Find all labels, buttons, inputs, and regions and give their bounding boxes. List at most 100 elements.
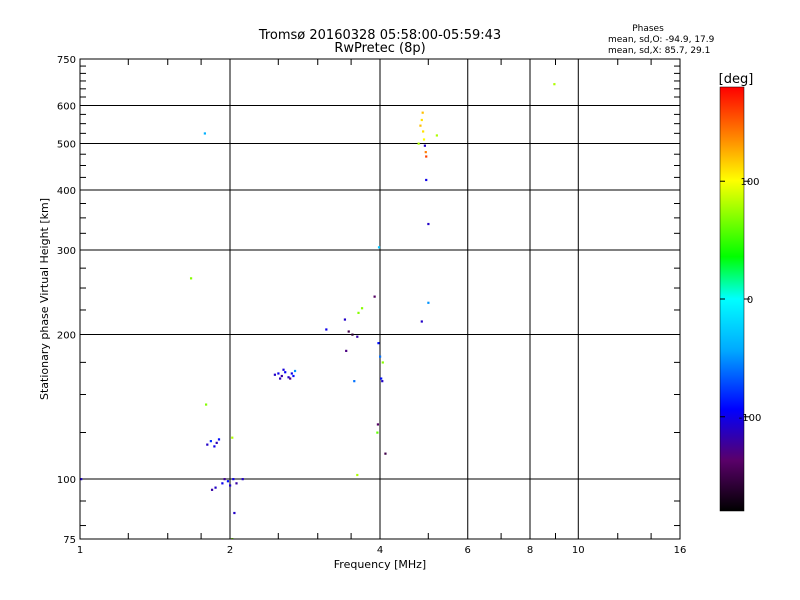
data-point <box>381 380 384 383</box>
data-point <box>421 111 424 114</box>
data-point <box>377 342 380 345</box>
data-point <box>292 374 295 378</box>
data-point <box>425 178 428 182</box>
data-point <box>417 142 420 145</box>
y-tick-label: 100 <box>57 475 76 486</box>
data-point <box>273 373 276 376</box>
x-tick-labels: 1 2 4 6 8 10 16 <box>77 545 687 556</box>
data-point <box>213 445 216 448</box>
data-point <box>189 277 193 280</box>
data-point <box>204 403 208 406</box>
data-point <box>287 376 290 379</box>
data-point <box>241 478 244 481</box>
data-point <box>214 486 217 489</box>
x-tick-label: 1 <box>77 545 83 556</box>
data-point <box>80 478 83 481</box>
data-point <box>345 349 348 352</box>
data-point <box>231 436 234 439</box>
data-point <box>223 478 226 481</box>
data-point <box>422 130 425 133</box>
data-point <box>235 482 238 485</box>
grid-lines <box>80 59 680 539</box>
data-point <box>293 369 297 373</box>
data-point <box>229 484 232 487</box>
y-tick-labels: 75 100 200 300 400 500 600 750 <box>57 55 76 546</box>
data-point <box>420 118 423 122</box>
data-point <box>226 480 230 483</box>
data-point <box>377 246 381 249</box>
x-tick-label: 16 <box>674 545 687 556</box>
data-point <box>553 83 556 86</box>
data-point <box>343 318 347 321</box>
data-point <box>373 295 376 298</box>
plot-frame <box>79 58 681 540</box>
x-tick-label: 2 <box>227 545 233 556</box>
data-point <box>427 222 430 226</box>
data-point <box>351 333 354 336</box>
data-point <box>289 377 292 380</box>
data-point <box>380 377 383 380</box>
data-point <box>360 307 364 310</box>
data-point <box>356 473 359 477</box>
data-point <box>381 361 384 364</box>
chart-subtitle: RwPretec (8p) <box>334 41 425 56</box>
data-point <box>422 138 426 141</box>
data-point <box>357 311 360 314</box>
data-point <box>290 372 293 375</box>
data-point <box>217 438 221 441</box>
data-point <box>376 423 380 426</box>
data-points <box>80 83 556 539</box>
y-tick-label: 600 <box>57 102 76 113</box>
data-point <box>420 320 423 323</box>
data-point <box>209 440 212 443</box>
x-tick-label: 6 <box>465 545 471 556</box>
x-tick-label: 8 <box>527 545 533 556</box>
y-tick-label: 200 <box>57 331 76 342</box>
x-axis-label: Frequency [MHz] <box>334 558 426 571</box>
data-point <box>427 301 430 304</box>
y-tick-label: 750 <box>57 55 76 66</box>
data-point <box>425 155 428 158</box>
y-axis-label: Stationary phase Virtual Height [km] <box>38 198 51 400</box>
x-tick-label: 4 <box>377 545 383 556</box>
data-point <box>379 355 382 358</box>
data-point <box>419 124 422 127</box>
y-tick-label: 75 <box>63 535 76 546</box>
data-point <box>280 374 283 378</box>
data-point <box>376 431 379 434</box>
data-point <box>384 452 387 455</box>
y-tick-label: 500 <box>57 140 76 151</box>
colorbar-title: [deg] <box>719 72 754 87</box>
data-point <box>424 151 427 154</box>
data-point <box>203 132 206 135</box>
data-point <box>233 511 236 515</box>
data-point <box>353 380 356 383</box>
data-point <box>215 441 218 444</box>
data-point <box>282 368 285 371</box>
colorbar-tick-label: -100 <box>739 413 762 424</box>
data-point <box>232 478 235 481</box>
data-point <box>325 328 328 331</box>
y-tick-label: 300 <box>57 246 76 257</box>
data-point <box>277 372 280 375</box>
stats-o-mode: mean, sd,O: -94.9, 17.9 <box>608 35 715 45</box>
data-point <box>423 144 426 147</box>
data-point <box>284 371 287 374</box>
y-tick-label: 400 <box>57 186 76 197</box>
stats-x-mode: mean, sd,X: 85.7, 29.1 <box>608 46 710 56</box>
chart-title: Tromsø 20160328 05:58:00-05:59:43 <box>258 28 501 43</box>
colorbar-tick-label: 0 <box>747 295 753 306</box>
stats-heading: Phases <box>632 24 664 34</box>
colorbar-tick-label: 100 <box>740 177 759 188</box>
data-point <box>347 330 350 333</box>
data-point <box>206 443 209 446</box>
x-tick-label: 10 <box>572 545 585 556</box>
minor-ticks <box>80 59 680 539</box>
data-point <box>221 482 224 485</box>
data-point <box>435 134 438 137</box>
data-point <box>279 377 282 380</box>
data-point <box>210 488 214 491</box>
data-point <box>356 335 359 338</box>
colorbar-ticks: 100 0 -100 <box>720 177 761 424</box>
